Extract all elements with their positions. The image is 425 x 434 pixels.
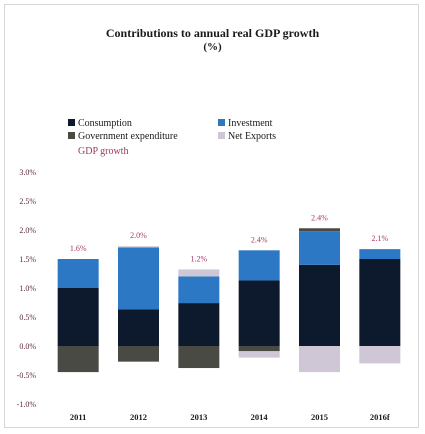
bar-government-2014 — [239, 346, 280, 351]
bar-net_exports-2016f — [359, 346, 400, 363]
x-tick-label: 2014 — [251, 412, 269, 422]
gdp-growth-label: 1.2% — [190, 254, 207, 263]
y-tick-label: 0.0% — [19, 342, 36, 351]
bar-net_exports-2012 — [118, 246, 159, 247]
gdp-growth-label: 1.6% — [70, 244, 87, 253]
bar-investment-2012 — [118, 247, 159, 309]
bar-consumption-2014 — [239, 280, 280, 346]
bar-investment-2015 — [299, 231, 340, 265]
y-tick-label: 3.0% — [19, 168, 36, 177]
bar-government-2015 — [299, 228, 340, 231]
bar-government-2011 — [58, 346, 99, 372]
x-tick-label: 2016f — [370, 412, 390, 422]
x-axis: 2011 2012 2013 2014 2015 2016f — [70, 412, 390, 422]
bar-investment-2013 — [178, 276, 219, 303]
bars — [58, 228, 401, 372]
y-tick-label: 1.5% — [19, 255, 36, 264]
y-tick-label: 2.5% — [19, 197, 36, 206]
gdp-labels: 1.6% 2.0% 1.2% 2.4% 2.4% 2.1% — [70, 213, 389, 263]
x-tick-label: 2013 — [190, 412, 207, 422]
y-tick-label: 1.0% — [19, 284, 36, 293]
bar-investment-2014 — [239, 250, 280, 280]
bar-consumption-2016f — [359, 259, 400, 346]
bar-investment-2011 — [58, 259, 99, 288]
bar-investment-2016f — [359, 249, 400, 259]
y-tick-label: 0.5% — [19, 313, 36, 322]
y-axis: -1.0% -0.5% 0.0% 0.5% 1.0% 1.5% 2.0% 2.5% 3.0% — [17, 168, 37, 409]
bar-consumption-2011 — [58, 288, 99, 346]
gdp-growth-label: 2.1% — [371, 234, 388, 243]
bar-consumption-2013 — [178, 303, 219, 346]
bar-consumption-2012 — [118, 309, 159, 346]
bar-government-2012 — [118, 346, 159, 362]
y-tick-label: -0.5% — [17, 371, 37, 380]
bar-net_exports-2013 — [178, 269, 219, 276]
y-tick-label: 2.0% — [19, 226, 36, 235]
bar-net_exports-2014 — [239, 351, 280, 357]
x-tick-label: 2012 — [130, 412, 147, 422]
gdp-growth-label: 2.4% — [311, 213, 328, 222]
x-tick-label: 2015 — [311, 412, 328, 422]
bar-net_exports-2015 — [299, 346, 340, 372]
bar-government-2013 — [178, 346, 219, 368]
gdp-growth-label: 2.4% — [251, 235, 268, 244]
y-tick-label: -1.0% — [17, 400, 37, 409]
x-tick-label: 2011 — [70, 412, 87, 422]
gdp-growth-label: 2.0% — [130, 231, 147, 240]
bar-consumption-2015 — [299, 265, 340, 346]
